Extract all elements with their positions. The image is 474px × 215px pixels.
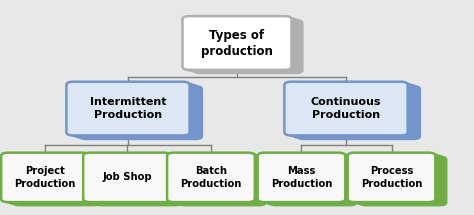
- Text: Continuous
Production: Continuous Production: [311, 97, 381, 120]
- FancyBboxPatch shape: [1, 153, 89, 202]
- FancyBboxPatch shape: [174, 155, 262, 204]
- FancyBboxPatch shape: [359, 156, 447, 206]
- Text: Intermittent
Production: Intermittent Production: [90, 97, 166, 120]
- FancyBboxPatch shape: [186, 17, 295, 71]
- FancyBboxPatch shape: [91, 155, 178, 204]
- FancyBboxPatch shape: [194, 20, 303, 74]
- FancyBboxPatch shape: [75, 84, 198, 138]
- Text: Project
Production: Project Production: [14, 166, 76, 189]
- FancyBboxPatch shape: [87, 154, 174, 203]
- FancyBboxPatch shape: [284, 82, 408, 135]
- FancyBboxPatch shape: [265, 155, 353, 204]
- FancyBboxPatch shape: [347, 153, 435, 202]
- FancyBboxPatch shape: [5, 154, 92, 203]
- Text: Batch
Production: Batch Production: [180, 166, 242, 189]
- FancyBboxPatch shape: [297, 86, 420, 140]
- FancyBboxPatch shape: [79, 86, 202, 140]
- FancyBboxPatch shape: [66, 82, 190, 135]
- Text: Types of
production: Types of production: [201, 29, 273, 57]
- Text: Job Shop: Job Shop: [102, 172, 152, 182]
- FancyBboxPatch shape: [269, 156, 356, 206]
- FancyBboxPatch shape: [262, 154, 349, 203]
- FancyBboxPatch shape: [167, 153, 255, 202]
- FancyBboxPatch shape: [171, 154, 259, 203]
- FancyBboxPatch shape: [355, 155, 443, 204]
- FancyBboxPatch shape: [178, 156, 266, 206]
- Text: Mass
Production: Mass Production: [271, 166, 332, 189]
- Text: Process
Production: Process Production: [361, 166, 422, 189]
- FancyBboxPatch shape: [83, 153, 171, 202]
- FancyBboxPatch shape: [289, 83, 412, 137]
- FancyBboxPatch shape: [257, 153, 345, 202]
- FancyBboxPatch shape: [351, 154, 439, 203]
- FancyBboxPatch shape: [190, 18, 299, 72]
- FancyBboxPatch shape: [71, 83, 194, 137]
- FancyBboxPatch shape: [182, 16, 292, 70]
- FancyBboxPatch shape: [94, 156, 182, 206]
- FancyBboxPatch shape: [9, 155, 97, 204]
- FancyBboxPatch shape: [13, 156, 100, 206]
- FancyBboxPatch shape: [293, 84, 416, 138]
